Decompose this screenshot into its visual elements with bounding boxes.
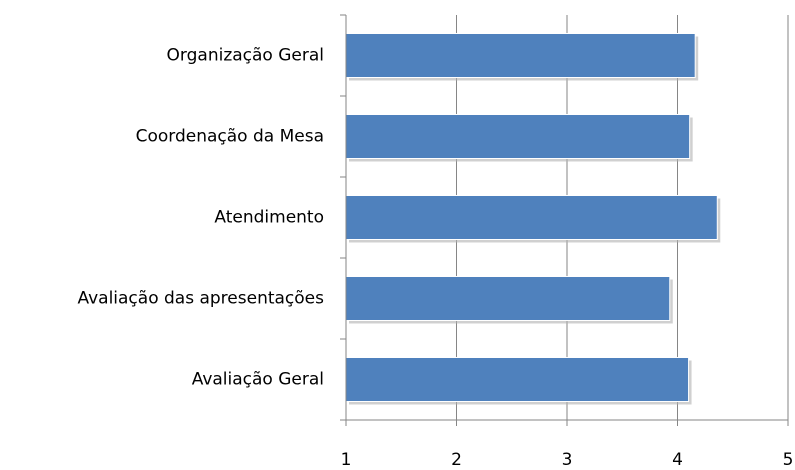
y-tick-label: Organização Geral [167, 46, 324, 66]
y-tick-label: Atendimento [214, 208, 324, 228]
y-tick-label: Avaliação das apresentações [77, 289, 324, 309]
x-tick-label: 4 [672, 450, 683, 470]
bar [345, 195, 718, 240]
x-tick-label: 2 [451, 450, 462, 470]
bar [345, 276, 671, 321]
y-tick-label: Coordenação da Mesa [136, 127, 324, 147]
bar [345, 357, 690, 402]
x-tick-label: 1 [341, 450, 352, 470]
x-tick-label: 3 [562, 450, 573, 470]
x-tick-label: 5 [783, 450, 794, 470]
bar [345, 33, 696, 78]
y-tick-label: Avaliação Geral [192, 370, 324, 390]
bar [345, 114, 691, 159]
